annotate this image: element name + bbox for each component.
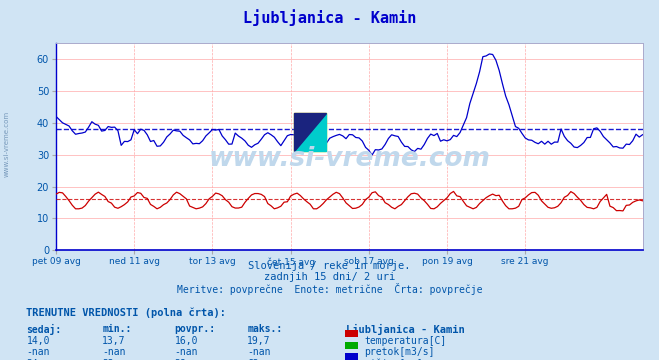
Text: www.si-vreme.com: www.si-vreme.com xyxy=(3,111,10,177)
Text: 16,0: 16,0 xyxy=(175,336,198,346)
Text: maks.:: maks.: xyxy=(247,324,282,334)
Text: -nan: -nan xyxy=(247,347,271,357)
Text: zadnjih 15 dni/ 2 uri: zadnjih 15 dni/ 2 uri xyxy=(264,272,395,282)
Text: min.:: min.: xyxy=(102,324,132,334)
Text: Ljubljanica - Kamin: Ljubljanica - Kamin xyxy=(243,9,416,26)
Text: povpr.:: povpr.: xyxy=(175,324,215,334)
Polygon shape xyxy=(294,113,326,152)
Text: www.si-vreme.com: www.si-vreme.com xyxy=(208,146,490,172)
Text: temperatura[C]: temperatura[C] xyxy=(364,336,447,346)
Text: 14,0: 14,0 xyxy=(26,336,50,346)
Text: -nan: -nan xyxy=(175,347,198,357)
Text: 38: 38 xyxy=(175,359,186,360)
Text: 32: 32 xyxy=(102,359,114,360)
Text: 34: 34 xyxy=(26,359,38,360)
Text: Meritve: povprečne  Enote: metrične  Črta: povprečje: Meritve: povprečne Enote: metrične Črta:… xyxy=(177,283,482,294)
Text: Ljubljanica - Kamin: Ljubljanica - Kamin xyxy=(346,324,465,335)
Text: Slovenija / reke in morje.: Slovenija / reke in morje. xyxy=(248,261,411,271)
Text: -nan: -nan xyxy=(26,347,50,357)
Text: 62: 62 xyxy=(247,359,259,360)
Text: 19,7: 19,7 xyxy=(247,336,271,346)
Text: pretok[m3/s]: pretok[m3/s] xyxy=(364,347,435,357)
Text: -nan: -nan xyxy=(102,347,126,357)
Text: višina[cm]: višina[cm] xyxy=(364,359,423,360)
Polygon shape xyxy=(294,113,326,152)
Text: TRENUTNE VREDNOSTI (polna črta):: TRENUTNE VREDNOSTI (polna črta): xyxy=(26,308,226,318)
Text: sedaj:: sedaj: xyxy=(26,324,61,335)
Text: 13,7: 13,7 xyxy=(102,336,126,346)
